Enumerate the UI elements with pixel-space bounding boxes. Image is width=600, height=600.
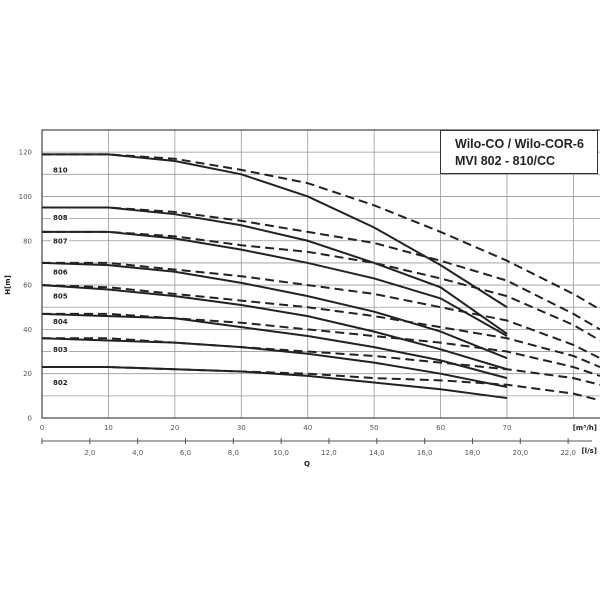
- curve-808-dashed: [42, 206, 600, 331]
- y-tick-label: 100: [19, 193, 32, 201]
- curve-803-dashed: [42, 337, 600, 386]
- curve-label-bg: [51, 164, 69, 174]
- curve-810-dashed: [42, 153, 600, 311]
- x-tick-label-ls: 16,0: [417, 449, 433, 457]
- x-tick-label-ls: 14,0: [369, 449, 385, 457]
- x-unit-secondary: [l/s]: [581, 447, 597, 455]
- x-tick-label: 40: [303, 424, 312, 432]
- y-tick-label: 40: [23, 326, 32, 334]
- x-unit-primary: [m³/h]: [573, 424, 597, 432]
- curve-label-804: 804: [53, 318, 68, 326]
- y-tick-label: 80: [23, 237, 32, 245]
- chart-title-line-2: MVI 802 - 810/CC: [455, 154, 556, 168]
- curve-806-solid: [41, 261, 508, 360]
- x-tick-label: 60: [436, 424, 445, 432]
- y-tick-label: 0: [28, 415, 32, 423]
- plot-frame: [41, 129, 600, 419]
- curve-label-810: 810: [53, 166, 68, 174]
- x-tick-label-ls: 20,0: [512, 449, 528, 457]
- x-axis-label: Q: [304, 460, 310, 468]
- curve-label-802: 802: [53, 379, 68, 387]
- curve-804-dashed: [42, 312, 600, 377]
- y-axis-label: H[m]: [4, 275, 12, 295]
- x-tick-label: 20: [170, 424, 179, 432]
- curve-806-dashed: [42, 261, 600, 360]
- curve-802-solid: [42, 366, 508, 400]
- curve-label-bg: [51, 344, 69, 354]
- chart-title-box: Wilo-CO / Wilo-COR-6 MVI 802 - 810/CC: [440, 130, 598, 174]
- curve-label-805: 805: [53, 293, 68, 301]
- x-tick-label: 70: [503, 424, 512, 432]
- x-tick-label-ls: 10,0: [273, 449, 289, 457]
- curve-label-808: 808: [53, 214, 68, 222]
- x-tick-label-ls: 6,0: [180, 449, 191, 457]
- curve-807-dashed: [42, 230, 600, 342]
- y-tick-label: 20: [23, 370, 32, 378]
- x-tick-label-ls: 8,0: [228, 449, 239, 457]
- chart-title-line-1: Wilo-CO / Wilo-COR-6: [455, 137, 584, 151]
- curve-label-bg: [51, 377, 69, 387]
- x-tick-label: 50: [370, 424, 379, 432]
- curve-805-dashed: [41, 284, 600, 368]
- x-tick-label: 30: [237, 424, 246, 432]
- x-tick-label-ls: 4,0: [132, 449, 143, 457]
- curve-label-bg: [51, 316, 69, 326]
- x-tick-label: 0: [40, 424, 44, 432]
- curve-808-solid: [42, 206, 508, 335]
- curve-803-solid: [41, 337, 508, 388]
- curve-802-dashed: [42, 366, 600, 402]
- y-tick-label: 60: [23, 282, 32, 290]
- curve-label-bg: [51, 235, 69, 245]
- curve-label-bg: [51, 266, 69, 276]
- curve-label-bg: [51, 291, 69, 301]
- x-tick-label-ls: 18,0: [465, 449, 481, 457]
- x-tick-label-ls: 2,0: [84, 449, 95, 457]
- curve-label-bg: [51, 212, 69, 222]
- curve-804-solid: [41, 312, 508, 380]
- x-tick-label-ls: 12,0: [321, 449, 337, 457]
- curve-805-solid: [41, 284, 508, 371]
- x-tick-label-ls: 22,0: [560, 449, 576, 457]
- x-tick-label: 10: [104, 424, 113, 432]
- curve-810-solid: [42, 153, 508, 309]
- curve-label-807: 807: [53, 237, 68, 245]
- curve-label-806: 806: [53, 268, 68, 276]
- curve-807-solid: [42, 230, 508, 337]
- y-tick-label: 120: [19, 149, 32, 157]
- curve-label-803: 803: [53, 346, 68, 354]
